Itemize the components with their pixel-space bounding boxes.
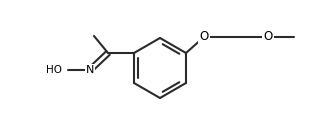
Text: N: N — [86, 65, 94, 75]
Text: O: O — [199, 30, 209, 44]
Text: O: O — [263, 30, 273, 44]
Text: HO: HO — [46, 65, 62, 75]
